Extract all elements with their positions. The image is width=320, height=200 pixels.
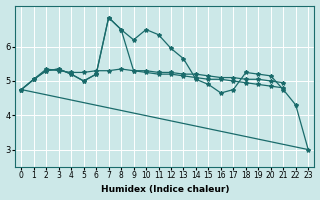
X-axis label: Humidex (Indice chaleur): Humidex (Indice chaleur) [100,185,229,194]
